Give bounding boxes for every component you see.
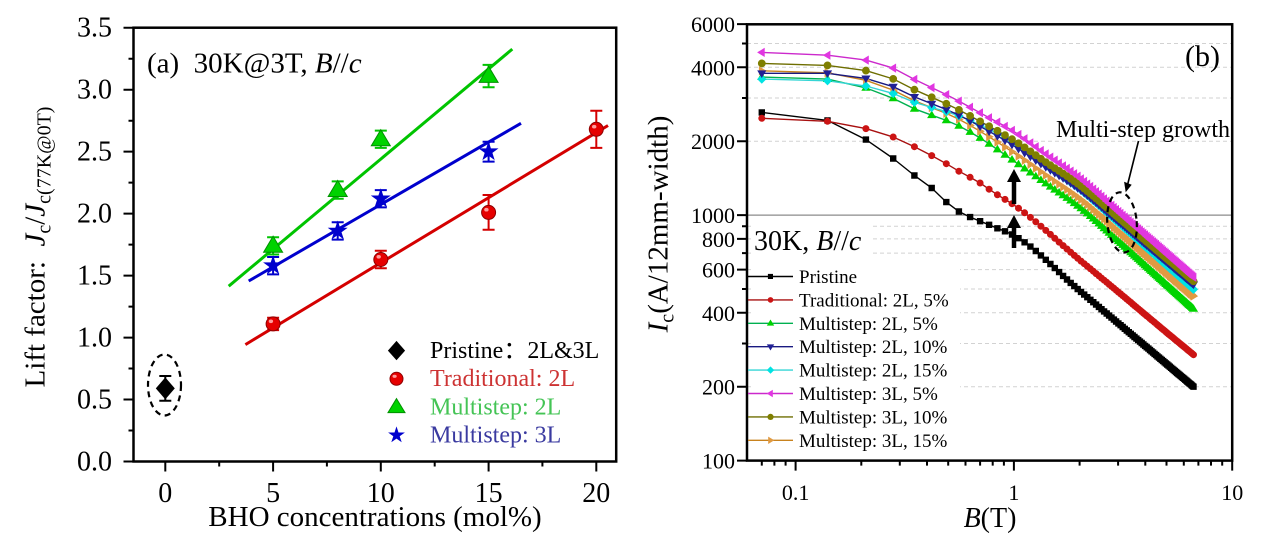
- svg-text:Multi-step growth: Multi-step growth: [1056, 117, 1230, 143]
- svg-text:(b): (b): [1185, 40, 1220, 73]
- svg-text:5: 5: [266, 478, 280, 509]
- svg-text:2.5: 2.5: [77, 137, 112, 168]
- svg-text:Multistep: 3L, 15%: Multistep: 3L, 15%: [799, 431, 947, 452]
- svg-text:Multistep: 2L: Multistep: 2L: [430, 394, 561, 420]
- svg-text:1.0: 1.0: [77, 323, 112, 354]
- svg-text:1: 1: [1008, 480, 1019, 505]
- svg-text:Multistep: 2L, 10%: Multistep: 2L, 10%: [799, 337, 947, 358]
- svg-text:6000: 6000: [691, 12, 735, 37]
- svg-text:30K, B//c: 30K, B//c: [754, 226, 862, 257]
- svg-text:0.5: 0.5: [77, 385, 112, 416]
- svg-text:10: 10: [1221, 480, 1243, 505]
- svg-text:Pristine: Pristine: [799, 267, 857, 288]
- svg-text:1000: 1000: [691, 203, 735, 228]
- svg-text:Ic(A/12mm-width): Ic(A/12mm-width): [643, 116, 679, 334]
- svg-text:20: 20: [582, 478, 610, 509]
- svg-text:800: 800: [702, 227, 735, 252]
- svg-text:B(T): B(T): [964, 503, 1017, 534]
- svg-text:Multistep: 2L, 15%: Multistep: 2L, 15%: [799, 361, 947, 382]
- svg-text:3.5: 3.5: [77, 13, 112, 44]
- svg-text:10: 10: [367, 478, 395, 509]
- svg-text:Pristine：2L&3L: Pristine：2L&3L: [430, 338, 599, 364]
- svg-text:Traditional: 2L, 5%: Traditional: 2L, 5%: [799, 290, 949, 311]
- svg-text:4000: 4000: [691, 55, 735, 80]
- svg-text:BHO concentrations (mol%): BHO concentrations (mol%): [208, 501, 541, 533]
- svg-text:0: 0: [158, 478, 172, 509]
- svg-text:Multistep: 3L, 10%: Multistep: 3L, 10%: [799, 407, 947, 428]
- svg-text:Multistep: 2L, 5%: Multistep: 2L, 5%: [799, 314, 938, 335]
- svg-text:(a) 30K@3T, B//c: (a) 30K@3T, B//c: [147, 48, 362, 80]
- svg-text:2.0: 2.0: [77, 199, 112, 230]
- svg-text:0.1: 0.1: [782, 480, 810, 505]
- svg-text:400: 400: [702, 301, 735, 326]
- svg-text:100: 100: [702, 449, 735, 474]
- svg-text:Multistep: 3L, 5%: Multistep: 3L, 5%: [799, 384, 938, 405]
- svg-text:1.5: 1.5: [77, 261, 112, 292]
- svg-text:Traditional: 2L: Traditional: 2L: [430, 366, 575, 392]
- svg-text:3.0: 3.0: [77, 75, 112, 106]
- svg-text:2000: 2000: [691, 129, 735, 154]
- svg-text:Multistep: 3L: Multistep: 3L: [430, 423, 561, 449]
- svg-text:600: 600: [702, 258, 735, 283]
- svg-text:0.0: 0.0: [77, 447, 112, 478]
- svg-text:15: 15: [475, 478, 503, 509]
- svg-text:200: 200: [702, 375, 735, 400]
